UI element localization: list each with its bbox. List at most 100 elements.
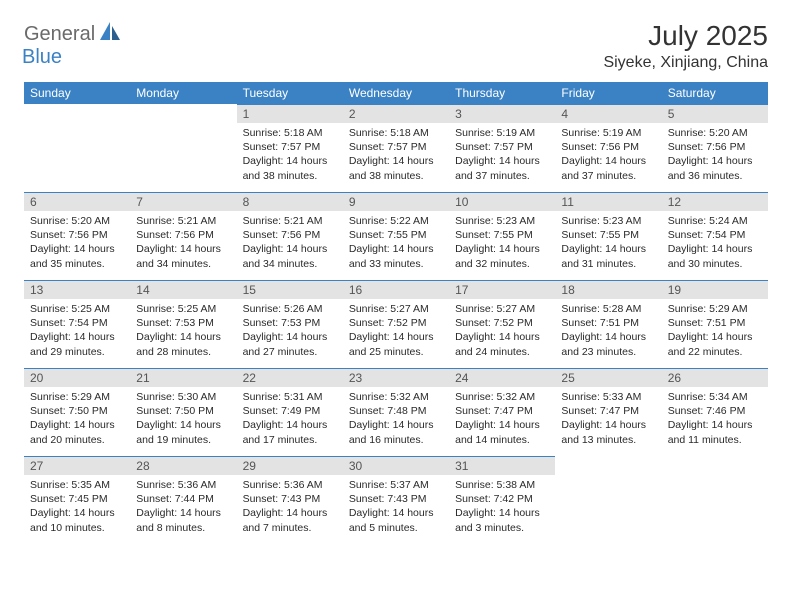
sunset-line: Sunset: 7:56 PM — [243, 229, 321, 241]
sunset-line: Sunset: 7:55 PM — [349, 229, 427, 241]
day-body: Sunrise: 5:22 AM Sunset: 7:55 PM Daylight:… — [343, 211, 449, 274]
sunset-line: Sunset: 7:52 PM — [455, 317, 533, 329]
sunrise-line: Sunrise: 5:19 AM — [455, 127, 535, 139]
day-number: 12 — [662, 192, 768, 211]
weekday-header: Monday — [130, 82, 236, 104]
weekday-header: Sunday — [24, 82, 130, 104]
daylight-line: Daylight: 14 hours and 10 minutes. — [30, 507, 115, 533]
calendar-cell: 20Sunrise: 5:29 AMSunset: 7:50 PMDayligh… — [24, 368, 130, 456]
daylight-line: Daylight: 14 hours and 3 minutes. — [455, 507, 540, 533]
daylight-line: Daylight: 14 hours and 8 minutes. — [136, 507, 221, 533]
sunrise-line: Sunrise: 5:32 AM — [455, 391, 535, 403]
day-number: 16 — [343, 280, 449, 299]
sunset-line: Sunset: 7:45 PM — [30, 493, 108, 505]
day-number: 20 — [24, 368, 130, 387]
day-body: Sunrise: 5:23 AMSunset: 7:55 PMDaylight:… — [555, 211, 661, 274]
day-body: Sunrise: 5:32 AMSunset: 7:47 PMDaylight:… — [449, 387, 555, 450]
calendar-body: 1Sunrise: 5:18 AMSunset: 7:57 PMDaylight… — [24, 104, 768, 544]
sunrise-line: Sunrise: 5:36 AM — [243, 479, 323, 491]
location: Siyeke, Xinjiang, China — [603, 54, 768, 72]
daylight-line: Daylight: 14 hours and 23 minutes. — [561, 331, 646, 357]
sunrise-line: Sunrise: 5:24 AM — [668, 215, 748, 227]
sunrise-line: Sunrise: 5:32 AM — [349, 391, 429, 403]
day-number: 26 — [662, 368, 768, 387]
sunrise-line: Sunrise: 5:33 AM — [561, 391, 641, 403]
daylight-line: Daylight: 14 hours and 34 minutes. — [136, 243, 221, 269]
calendar-week-row: 20Sunrise: 5:29 AMSunset: 7:50 PMDayligh… — [24, 368, 768, 456]
sunset-line: Sunset: 7:48 PM — [349, 405, 427, 417]
sunset-line: Sunset: 7:53 PM — [243, 317, 321, 329]
sunrise-line: Sunrise: 5:35 AM — [30, 479, 110, 491]
day-body: Sunrise: 5:21 AMSunset: 7:56 PMDaylight:… — [130, 211, 236, 274]
header: General Blue July 2025 Siyeke, Xinjiang,… — [24, 20, 768, 72]
day-number: 31 — [449, 456, 555, 475]
calendar-cell: 8Sunrise: 5:21 AMSunset: 7:56 PMDaylight… — [237, 192, 343, 280]
day-body: Sunrise: 5:19 AMSunset: 7:56 PMDaylight:… — [555, 123, 661, 186]
day-body: Sunrise: 5:21 AMSunset: 7:56 PMDaylight:… — [237, 211, 343, 274]
calendar-cell: 26Sunrise: 5:34 AMSunset: 7:46 PMDayligh… — [662, 368, 768, 456]
daylight-line: Daylight: 14 hours and 32 minutes. — [455, 243, 540, 269]
daylight-line: Daylight: 14 hours and 33 minutes. — [349, 243, 434, 269]
calendar-cell: 18Sunrise: 5:28 AMSunset: 7:51 PMDayligh… — [555, 280, 661, 368]
sunset-line: Sunset: 7:56 PM — [30, 229, 108, 241]
calendar-cell: 14Sunrise: 5:25 AMSunset: 7:53 PMDayligh… — [130, 280, 236, 368]
sunrise-line: Sunrise: 5:29 AM — [668, 303, 748, 315]
calendar-cell: 24Sunrise: 5:32 AMSunset: 7:47 PMDayligh… — [449, 368, 555, 456]
daylight-line: Daylight: 14 hours and 38 minutes. — [349, 155, 434, 181]
sunset-line: Sunset: 7:56 PM — [561, 141, 639, 153]
logo-text-blue: Blue — [22, 46, 62, 68]
sunrise-line: Sunrise: 5:22 AM — [349, 215, 429, 227]
daylight-line: Daylight: 14 hours and 34 minutes. — [243, 243, 328, 269]
day-body: Sunrise: 5:37 AMSunset: 7:43 PMDaylight:… — [343, 475, 449, 538]
day-number: 7 — [130, 192, 236, 211]
day-body: Sunrise: 5:27 AMSunset: 7:52 PMDaylight:… — [343, 299, 449, 362]
calendar-cell: 23Sunrise: 5:32 AMSunset: 7:48 PMDayligh… — [343, 368, 449, 456]
sunrise-line: Sunrise: 5:28 AM — [561, 303, 641, 315]
day-number: 19 — [662, 280, 768, 299]
calendar-cell: 22Sunrise: 5:31 AMSunset: 7:49 PMDayligh… — [237, 368, 343, 456]
daylight-line: Daylight: 14 hours and 17 minutes. — [243, 419, 328, 445]
daylight-line: Daylight: 14 hours and 19 minutes. — [136, 419, 221, 445]
calendar-week-row: 1Sunrise: 5:18 AMSunset: 7:57 PMDaylight… — [24, 104, 768, 192]
sunset-line: Sunset: 7:57 PM — [243, 141, 321, 153]
daylight-line: Daylight: 14 hours and 7 minutes. — [243, 507, 328, 533]
sunset-line: Sunset: 7:55 PM — [455, 229, 533, 241]
weekday-header: Saturday — [662, 82, 768, 104]
calendar-cell: 19Sunrise: 5:29 AMSunset: 7:51 PMDayligh… — [662, 280, 768, 368]
calendar-week-row: 27Sunrise: 5:35 AMSunset: 7:45 PMDayligh… — [24, 456, 768, 544]
daylight-line: Daylight: 14 hours and 37 minutes. — [561, 155, 646, 181]
calendar-cell: 11Sunrise: 5:23 AMSunset: 7:55 PMDayligh… — [555, 192, 661, 280]
day-body: Sunrise: 5:20 AMSunset: 7:56 PMDaylight:… — [662, 123, 768, 186]
title-block: July 2025 Siyeke, Xinjiang, China — [603, 20, 768, 72]
day-number: 13 — [24, 280, 130, 299]
calendar-cell: 31Sunrise: 5:38 AMSunset: 7:42 PMDayligh… — [449, 456, 555, 544]
sunrise-line: Sunrise: 5:27 AM — [349, 303, 429, 315]
calendar-cell: 27Sunrise: 5:35 AMSunset: 7:45 PMDayligh… — [24, 456, 130, 544]
calendar-cell: 13Sunrise: 5:25 AMSunset: 7:54 PMDayligh… — [24, 280, 130, 368]
sunset-line: Sunset: 7:50 PM — [136, 405, 214, 417]
day-body: Sunrise: 5:18 AMSunset: 7:57 PMDaylight:… — [343, 123, 449, 186]
day-number: 18 — [555, 280, 661, 299]
sunset-line: Sunset: 7:50 PM — [30, 405, 108, 417]
calendar-cell: 2Sunrise: 5:18 AMSunset: 7:57 PMDaylight… — [343, 104, 449, 192]
day-body: Sunrise: 5:28 AMSunset: 7:51 PMDaylight:… — [555, 299, 661, 362]
day-body: Sunrise: 5:29 AMSunset: 7:51 PMDaylight:… — [662, 299, 768, 362]
day-number: 17 — [449, 280, 555, 299]
sail-icon — [100, 22, 122, 40]
day-number: 25 — [555, 368, 661, 387]
day-body: Sunrise: 5:35 AM Sunset: 7:45 PM Daylight:… — [24, 475, 130, 538]
sunset-line: Sunset: 7:56 PM — [136, 229, 214, 241]
calendar-cell: 6Sunrise: 5:20 AMSunset: 7:56 PMDaylight… — [24, 192, 130, 280]
sunrise-line: Sunrise: 5:18 AM — [243, 127, 323, 139]
sunrise-line: Sunrise: 5:23 AM — [561, 215, 641, 227]
sunrise-line: Sunrise: 5:25 AM — [136, 303, 216, 315]
sunrise-line: Sunrise: 5:36 AM — [136, 479, 216, 491]
sunrise-line: Sunrise: 5:25 AM — [30, 303, 110, 315]
day-body: Sunrise: 5:38 AMSunset: 7:42 PMDaylight:… — [449, 475, 555, 538]
sunset-line: Sunset: 7:56 PM — [668, 141, 746, 153]
sunset-line: Sunset: 7:54 PM — [30, 317, 108, 329]
daylight-line: Daylight: 14 hours and 35 minutes. — [30, 243, 115, 269]
sunrise-line: Sunrise: 5:38 AM — [455, 479, 535, 491]
logo-text-general: General — [24, 23, 95, 45]
sunset-line: Sunset: 7:57 PM — [455, 141, 533, 153]
